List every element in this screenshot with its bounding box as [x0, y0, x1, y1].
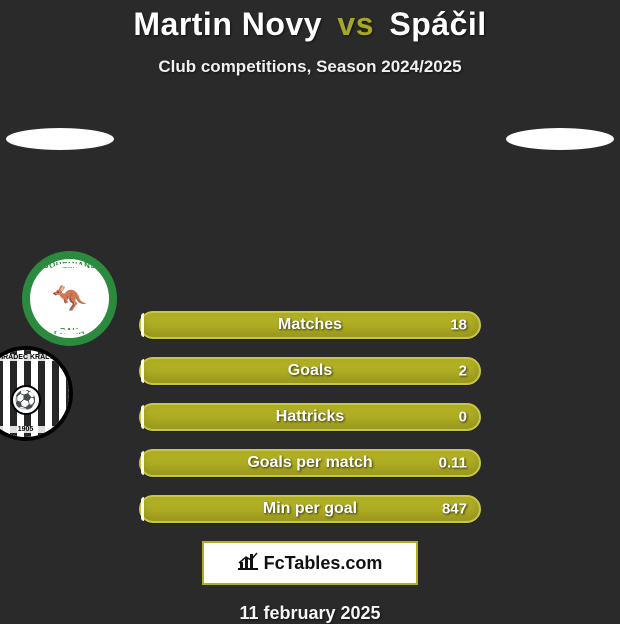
stat-label: Goals per match: [247, 454, 372, 472]
bar-chart-icon: [238, 552, 258, 575]
stat-bar: Matches 18: [139, 311, 481, 339]
club-logo-left: BOHEMIANS 🦘 PRAHA: [22, 251, 117, 346]
stat-bar: Hattricks 0: [139, 403, 481, 431]
date-label: 11 february 2025: [0, 603, 620, 624]
club-logo-right: FC HRADEC KRÁLOVÉ ⚽ 1905: [0, 346, 73, 441]
stat-bar-left-fill: [141, 497, 144, 521]
stat-value-right: 847: [442, 501, 467, 518]
stat-bar-left-fill: [141, 359, 144, 383]
stat-label: Matches: [278, 316, 342, 334]
club-right-text-top: FC HRADEC KRÁLOVÉ: [0, 354, 69, 361]
stat-value-right: 2: [459, 363, 467, 380]
stat-label: Hattricks: [276, 408, 344, 426]
kangaroo-icon: 🦘: [52, 281, 87, 314]
club-left-text-bot: PRAHA: [30, 327, 109, 336]
club-right-year: 1905: [0, 426, 69, 433]
stat-value-right: 18: [450, 317, 467, 334]
right-platform-ellipse: [506, 128, 614, 150]
vs-label: vs: [337, 6, 374, 42]
page-title: Martin Novy vs Spáčil: [0, 6, 620, 43]
stat-value-right: 0: [459, 409, 467, 426]
stat-bar: Goals 2: [139, 357, 481, 385]
stat-label: Min per goal: [263, 500, 357, 518]
stat-bar-left-fill: [141, 405, 144, 429]
infographic-root: Martin Novy vs Spáčil Club competitions,…: [0, 0, 620, 624]
stat-value-right: 0.11: [439, 455, 467, 472]
stat-bar-left-fill: [141, 451, 144, 475]
left-platform-ellipse: [6, 128, 114, 150]
stat-bars: Matches 18 Goals 2 Hattricks 0 Goals per match…: [139, 311, 481, 523]
stat-bar-left-fill: [141, 313, 144, 337]
stat-bar: Goals per match 0.11: [139, 449, 481, 477]
soccer-ball-icon: ⚽: [11, 385, 41, 415]
club-left-text-top: BOHEMIANS: [30, 261, 109, 270]
stat-label: Goals: [288, 362, 332, 380]
player2-name: Spáčil: [389, 6, 486, 42]
stat-bar: Min per goal 847: [139, 495, 481, 523]
brand-text: FcTables.com: [264, 553, 383, 574]
subtitle: Club competitions, Season 2024/2025: [0, 57, 620, 77]
player1-name: Martin Novy: [133, 6, 322, 42]
brand-box: FcTables.com: [202, 541, 418, 585]
